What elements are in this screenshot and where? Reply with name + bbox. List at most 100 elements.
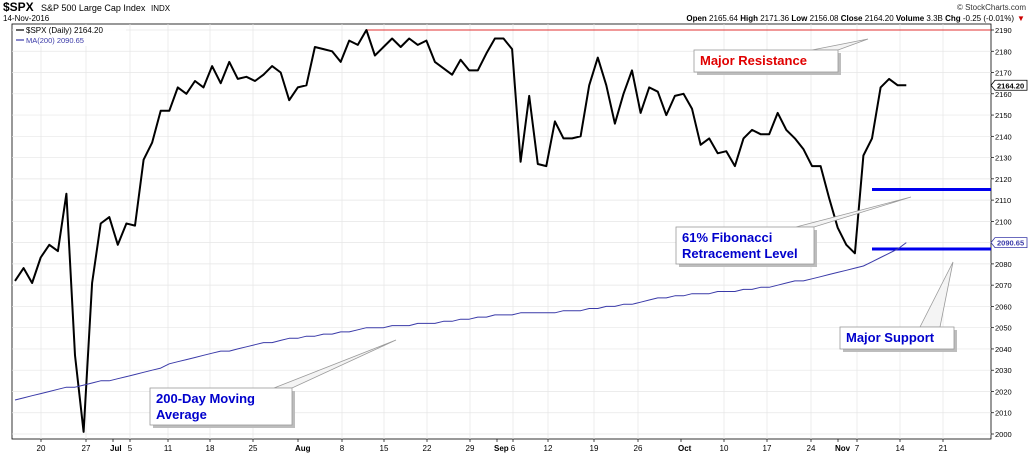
stat-label: Open (686, 14, 709, 23)
legend-price-label: $SPX (Daily) 2164.20 (26, 26, 103, 35)
y-tick-label: 2030 (995, 366, 1012, 375)
y-tick-label: 2190 (995, 26, 1012, 35)
annotation-callouts: Major Resistance 61% FibonacciRetracement… (149, 38, 957, 428)
x-tick-label: 27 (82, 444, 91, 453)
x-tick-label: 11 (164, 444, 173, 453)
last-price-tag-shape (990, 79, 1028, 91)
x-tick-label: 15 (380, 444, 389, 453)
last-ma-tag-shape (990, 237, 1028, 249)
x-tick-label: Jul (110, 444, 122, 453)
ma-callout-box (149, 387, 293, 426)
x-tick-label: 24 (807, 444, 816, 453)
chart-header: $SPX S&P 500 Large Cap Index INDX 14-Nov… (3, 0, 1026, 23)
x-tick-label: 14 (896, 444, 905, 453)
resistance-callout-text: Major Resistance (700, 53, 807, 68)
last-ma-tag: 2090.65 (990, 237, 1028, 249)
last-price-tag-text: 2164.20 (997, 81, 1024, 90)
price-line (14, 29, 907, 433)
y-tick-label: 2120 (995, 175, 1012, 184)
stat-label: Low (789, 14, 809, 23)
y-tick-label: 2060 (995, 302, 1012, 311)
y-tick-label: 2070 (995, 281, 1012, 290)
stat-value: 2171.36 (760, 14, 789, 23)
gridlines (12, 24, 991, 439)
x-tick-label: 19 (590, 444, 599, 453)
symbol-text: $SPX (3, 0, 34, 14)
x-tick-label: 18 (206, 444, 215, 453)
support-callout: Major Support (839, 261, 957, 352)
exchange-text: INDX (151, 4, 171, 13)
x-axis: 20 27 Jul 5 11 18 25 Aug 8 15 22 29 Sep 6 12 19 26 Oct 10 1… (37, 439, 948, 453)
series-lines (14, 29, 907, 433)
y-tick-label: 2170 (995, 69, 1012, 78)
resistance-callout: Major Resistance (693, 38, 869, 75)
legend-bg (14, 25, 126, 46)
last-ma-tag-text: 2090.65 (997, 239, 1024, 248)
stat-value: -0.25 (-0.01%) (963, 14, 1014, 23)
x-tick-label: 21 (939, 444, 948, 453)
y-tick-label: 2150 (995, 111, 1012, 120)
support-callout-box (839, 326, 955, 350)
down-arrow-icon: ▼ (1017, 14, 1025, 23)
support-callout-text: Major Support (846, 330, 935, 345)
x-tick-label: 10 (720, 444, 729, 453)
y-tick-label: 2010 (995, 409, 1012, 418)
y-tick-label: 2140 (995, 132, 1012, 141)
x-tick-label: Sep (494, 444, 509, 453)
x-tick-label: 12 (544, 444, 553, 453)
x-tick-label: 22 (423, 444, 432, 453)
stat-label: Volume (894, 14, 927, 23)
ma-line (14, 242, 907, 401)
resistance-callout-box (693, 49, 839, 73)
y-tick-label: 2160 (995, 90, 1012, 99)
ohlc-stats: Open 2165.64 High 2171.36 Low 2156.08 Cl… (686, 14, 1014, 23)
y-tick-label: 2040 (995, 345, 1012, 354)
fibonacci-callout-box (675, 226, 815, 265)
last-price-tag: 2164.20 (990, 79, 1028, 91)
x-tick-label: Oct (678, 444, 692, 453)
index-name-text: S&P 500 Large Cap Index (41, 3, 146, 13)
ma-callout-text: 200-Day Moving (156, 391, 255, 406)
plot-frame (11, 23, 992, 440)
x-tick-label: 20 (37, 444, 46, 453)
x-tick-label: 17 (763, 444, 772, 453)
x-tick-label: 25 (249, 444, 258, 453)
stat-value: 2164.20 (865, 14, 894, 23)
fibonacci-callout-text: 61% Fibonacci (682, 230, 772, 245)
fibonacci-callout-text: Retracement Level (682, 246, 798, 261)
y-tick-label: 2110 (995, 196, 1011, 205)
x-tick-label: 6 (511, 444, 516, 453)
legend-ma-label: MA(200) 2090.65 (26, 36, 84, 45)
y-tick-label: 2020 (995, 387, 1012, 396)
x-tick-label: Aug (295, 444, 311, 453)
y-tick-label: 2050 (995, 324, 1012, 333)
y-axis: 2000201020202030204020502060207020802090… (991, 26, 1012, 439)
date-text: 14-Nov-2016 (3, 14, 50, 23)
x-tick-label: 29 (466, 444, 475, 453)
ma-callout-text: Average (156, 407, 207, 422)
y-tick-label: 2100 (995, 217, 1012, 226)
brand-text: © StockCharts.com (957, 3, 1026, 12)
x-tick-label: Nov (835, 444, 851, 453)
price-tags: 2164.20 2090.65 (990, 79, 1028, 249)
x-tick-label: 5 (128, 444, 133, 453)
x-tick-label: 7 (855, 444, 860, 453)
y-tick-label: 2000 (995, 430, 1012, 439)
support-resistance-levels (366, 29, 991, 251)
stat-label: High (738, 14, 760, 23)
stat-value: 3.3B (926, 14, 942, 23)
stat-label: Close (838, 14, 864, 23)
y-tick-label: 2130 (995, 154, 1012, 163)
stat-label: Chg (943, 14, 963, 23)
x-tick-label: 26 (634, 444, 643, 453)
stat-value: 2156.08 (810, 14, 839, 23)
x-tick-label: 8 (340, 444, 345, 453)
y-tick-label: 2080 (995, 260, 1012, 269)
y-tick-label: 2180 (995, 47, 1012, 56)
stat-value: 2165.64 (709, 14, 738, 23)
legend: $SPX (Daily) 2164.20 MA(200) 2090.65 (14, 25, 126, 46)
